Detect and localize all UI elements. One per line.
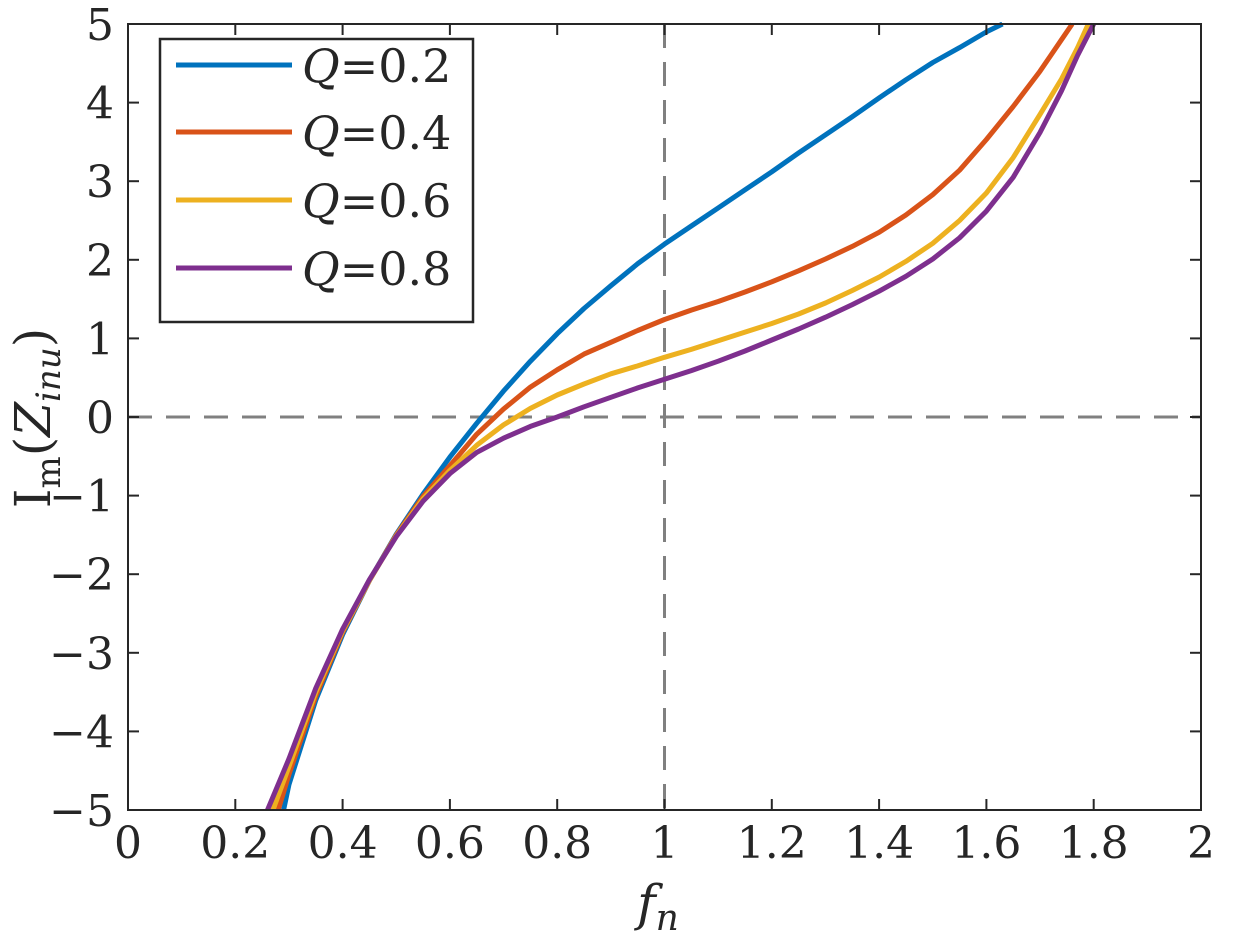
y-tick-label: 2 <box>86 236 114 287</box>
x-tick-label: 1.6 <box>951 818 1021 869</box>
y-label-paren-close: ) <box>4 328 62 348</box>
y-axis-label: Im(Zinu) <box>4 328 69 508</box>
y-tick-label: −1 <box>49 472 114 523</box>
x-tick-label: 0.6 <box>415 818 485 869</box>
y-tick-label: 0 <box>86 393 114 444</box>
x-axis-label: fn <box>633 874 679 936</box>
x-label-sub: n <box>656 898 679 936</box>
y-label-sub2: inu <box>29 347 69 402</box>
legend-label-value: =0.2 <box>340 39 452 93</box>
y-tick-label: 4 <box>86 79 114 130</box>
y-label-var: Z <box>4 401 62 439</box>
series-layer <box>265 22 1096 811</box>
legend-label-var: Q <box>302 174 340 228</box>
y-tick-label: −3 <box>49 629 114 680</box>
x-tick-label: 0 <box>114 818 142 869</box>
y-tick-label: 5 <box>86 0 114 51</box>
legend-box <box>158 37 475 324</box>
y-axis: −5 −4 −3 −2 −1 0 1 2 3 4 5 <box>49 0 1201 837</box>
legend-label-value: =0.6 <box>340 174 452 228</box>
y-label-main: I <box>4 488 62 508</box>
y-tick-label: −4 <box>49 707 114 758</box>
reference-lines <box>128 24 1201 810</box>
legend-label-2: Q=0.4 <box>302 106 451 160</box>
legend-label-value: =0.4 <box>340 106 452 160</box>
y-tick-label: −2 <box>49 550 114 601</box>
legend-label-1: Q=0.2 <box>302 39 451 93</box>
legend: Q=0.2Q=0.4Q=0.6Q=0.8 <box>158 37 475 324</box>
y-tick-label: 1 <box>86 314 114 365</box>
y-label-sub1: m <box>29 456 69 488</box>
legend-label-var: Q <box>302 39 340 93</box>
x-tick-label: 1.4 <box>844 818 914 869</box>
legend-label-var: Q <box>302 106 340 160</box>
series-line-4 <box>265 22 1096 811</box>
y-tick-label: −5 <box>49 786 114 837</box>
x-tick-label: 0.4 <box>308 818 378 869</box>
x-tick-label: 1.2 <box>737 818 807 869</box>
x-tick-label: 1.8 <box>1059 818 1129 869</box>
legend-label-3: Q=0.6 <box>302 174 451 228</box>
x-tick-label: 2 <box>1187 818 1215 869</box>
legend-label-value: =0.8 <box>340 242 452 296</box>
legend-label-var: Q <box>302 242 340 296</box>
y-tick-label: 3 <box>86 157 114 208</box>
legend-label-4: Q=0.8 <box>302 242 451 296</box>
x-axis: 0 0.2 0.4 0.6 0.8 1 1.2 1.4 1.6 1.8 2 <box>114 24 1215 869</box>
y-label-paren-open: ( <box>4 437 62 457</box>
x-tick-label: 0.2 <box>200 818 270 869</box>
x-tick-label: 1 <box>651 818 679 869</box>
x-tick-label: 0.8 <box>522 818 592 869</box>
